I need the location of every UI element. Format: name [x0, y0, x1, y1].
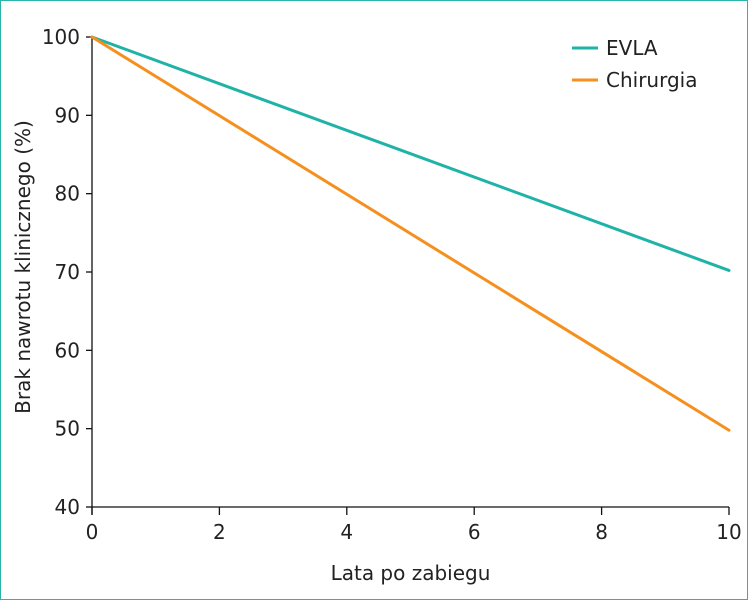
legend-label-1: Chirurgia [606, 68, 697, 92]
y-tick-label: 70 [55, 260, 80, 284]
x-tick-label: 2 [213, 520, 226, 544]
y-axis-label: Brak nawrotu klinicznego (%) [11, 120, 35, 414]
series-group [90, 35, 731, 432]
ticks: 0 2 4 6 8 10 40 50 60 70 80 90 100 [42, 25, 742, 544]
x-tick-label: 6 [468, 520, 481, 544]
y-tick-label: 60 [55, 338, 80, 362]
y-tick-label: 80 [55, 182, 80, 206]
legend: EVLA Chirurgia [572, 36, 697, 92]
y-tick-label: 40 [55, 495, 80, 519]
y-tick-label: 90 [55, 103, 80, 127]
axes [91, 37, 729, 515]
x-axis-label: Lata po zabiegu [331, 561, 491, 585]
y-tick-label: 100 [42, 25, 80, 49]
x-tick-label: 10 [716, 520, 741, 544]
legend-label-0: EVLA [606, 36, 658, 60]
series-line-0 [90, 35, 731, 272]
series-line-1 [90, 35, 731, 432]
x-tick-label: 8 [595, 520, 608, 544]
x-tick-label: 4 [340, 520, 353, 544]
y-tick-label: 50 [55, 417, 80, 441]
x-tick-label: 0 [86, 520, 99, 544]
